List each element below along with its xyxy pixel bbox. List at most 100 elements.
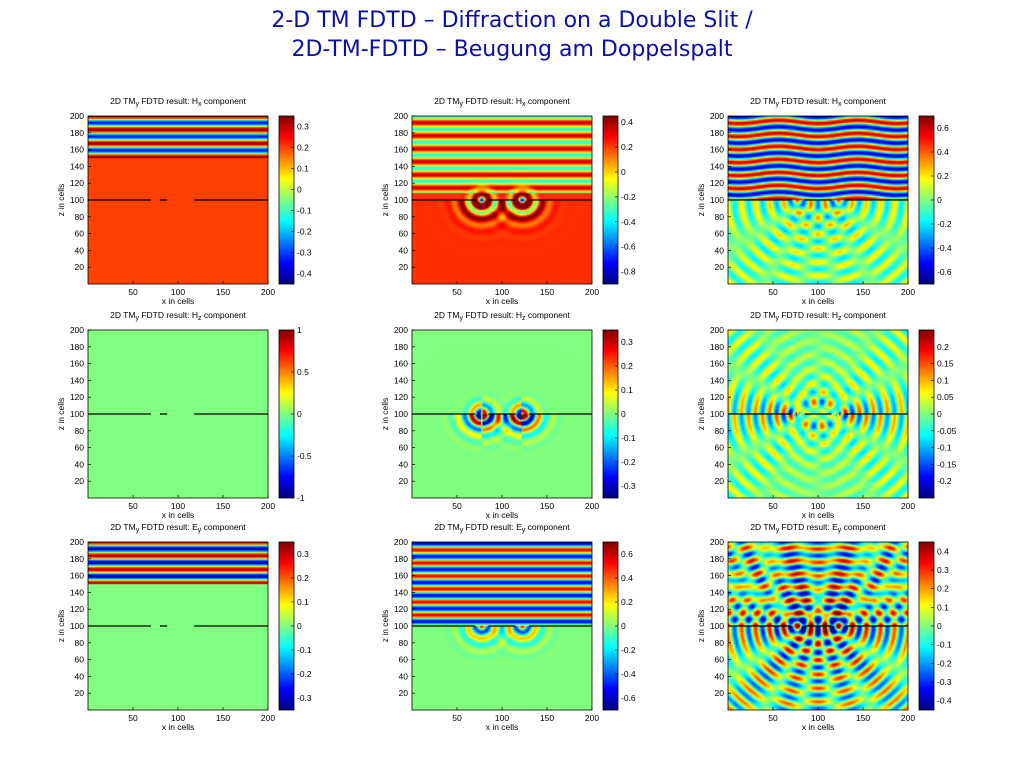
- plot-r2c2-y-tick-label: 180: [394, 342, 408, 352]
- plot-r1c1-y-tick-label: 40: [75, 245, 85, 255]
- plot-r2c1-title: 2D TMy FDTD result: Hz component: [110, 310, 246, 322]
- plot-r2c3-x-tick-label: 200: [901, 501, 915, 511]
- plot-r3c3-y-tick-label: 120: [710, 604, 724, 614]
- plot-r3c3-x-label: x in cells: [802, 722, 835, 732]
- plot-r2c1-y-tick-label: 100: [70, 409, 84, 419]
- plot-r2c3-y-tick-label: 140: [710, 375, 724, 385]
- plot-r2c2-y-tick-label: 40: [399, 459, 409, 469]
- plot-r1c2-x-tick-label: 100: [495, 287, 509, 297]
- plot-r3c1-y-tick-label: 180: [70, 554, 84, 564]
- plot-r2c3-colorbar-label: -0.1: [937, 443, 952, 453]
- plot-r2c2-x-tick-label: 150: [540, 501, 554, 511]
- plot-r1c1-colorbar-label: -0.4: [297, 269, 312, 279]
- plot-r1c3-y-tick-label: 160: [710, 145, 724, 155]
- plot-r3c3-colorbar-label: 0.4: [937, 546, 949, 556]
- plot-r2c1-y-tick-label: 80: [75, 426, 85, 436]
- plot-r1c3-x-tick-label: 150: [856, 287, 870, 297]
- slide-title-line-1: 2-D TM FDTD – Diffraction on a Double Sl…: [271, 8, 753, 33]
- plot-r3c2-y-tick-label: 200: [394, 537, 408, 547]
- plot-r2c1-colorbar-label: -1: [297, 493, 305, 503]
- plot-r2c3-colorbar-label: -0.05: [937, 426, 957, 436]
- slide-title-line-2: 2D-TM-FDTD – Beugung am Doppelspalt: [291, 37, 733, 62]
- plot-r3c3-title: 2D TMy FDTD result: Ey component: [750, 522, 886, 534]
- plot-r3c2-colorbar-label: 0: [621, 621, 626, 631]
- plot-r3c3-y-tick-label: 100: [710, 621, 724, 631]
- plot-r3c1-y-tick-label: 40: [75, 671, 85, 681]
- plot-r3c3-colorbar-label: -0.3: [937, 677, 952, 687]
- plot-r3c2-colorbar-label: 0.2: [621, 597, 633, 607]
- plot-r1c3-colorbar-label: 0.2: [937, 171, 949, 181]
- plot-r1c2-y-label: z in cells: [380, 184, 390, 217]
- plot-r2c3-y-label: z in cells: [696, 398, 706, 431]
- plot-r1c3-x-tick-label: 100: [811, 287, 825, 297]
- plot-r1c1-colorbar-label: -0.1: [297, 206, 312, 216]
- plot-r1c2-y-tick-label: 120: [394, 178, 408, 188]
- plot-r3c1-x-tick-label: 100: [171, 713, 185, 723]
- plot-r1c1-colorbar-label: 0: [297, 185, 302, 195]
- plot-r1c3-title: 2D TMy FDTD result: Hx component: [750, 96, 886, 108]
- plot-r2c2-x-label: x in cells: [486, 510, 519, 520]
- plot-r1c2-y-tick-label: 140: [394, 161, 408, 171]
- plot-r1c1-x-tick-label: 200: [261, 287, 275, 297]
- plot-r3c1-colorbar-label: -0.3: [297, 693, 312, 703]
- plot-r2c3-colorbar-label: -0.2: [937, 476, 952, 486]
- plot-r2c2-colorbar-label: 0: [621, 409, 626, 419]
- plot-r3c3-y-tick-label: 40: [715, 671, 725, 681]
- plot-r1c1-x-tick-label: 50: [128, 287, 138, 297]
- plot-r1c3-colorbar-label: -0.6: [937, 267, 952, 277]
- plot-r2c3-x-tick-label: 150: [856, 501, 870, 511]
- plot-r2c2-colorbar-label: 0.3: [621, 337, 633, 347]
- plot-r3c3-y-tick-label: 200: [710, 537, 724, 547]
- plot-r1c2-colorbar-label: 0.4: [621, 117, 633, 127]
- plot-r3c1-y-tick-label: 60: [75, 655, 85, 665]
- plot-r1c1-colorbar-label: 0.3: [297, 122, 309, 132]
- plot-r1c1-y-tick-label: 140: [70, 161, 84, 171]
- plot-r2c2-colorbar-label: 0.2: [621, 361, 633, 371]
- plot-r1c1-title: 2D TMy FDTD result: Hx component: [110, 96, 246, 108]
- plot-r3c3-y-tick-label: 20: [715, 688, 725, 698]
- plot-r3c3-y-label: z in cells: [696, 610, 706, 643]
- plot-r2c3-y-tick-label: 40: [715, 459, 725, 469]
- plot-r1c3-colorbar-label: -0.4: [937, 243, 952, 253]
- plot-r2c1-y-tick-label: 160: [70, 359, 84, 369]
- plot-r2c3-x-tick-label: 50: [768, 501, 778, 511]
- plot-r2c3-y-tick-label: 20: [715, 476, 725, 486]
- plot-r2c1-colorbar-label: -0.5: [297, 451, 312, 461]
- plot-r1c1-x-tick-label: 150: [216, 287, 230, 297]
- plot-r1c2-x-tick-label: 50: [452, 287, 462, 297]
- plot-r3c3-colorbar-label: 0.2: [937, 584, 949, 594]
- plot-r1c3-y-tick-label: 200: [710, 111, 724, 121]
- plot-r2c3-y-tick-label: 80: [715, 426, 725, 436]
- plot-r3c3-colorbar-label: 0.3: [937, 565, 949, 575]
- plot-r3c3-x-tick-label: 200: [901, 713, 915, 723]
- plot-r3c1-colorbar-label: 0.3: [297, 549, 309, 559]
- plot-r1c1-colorbar: [278, 115, 295, 285]
- plot-r3c1-y-tick-label: 20: [75, 688, 85, 698]
- plot-r2c2-x-tick-label: 100: [495, 501, 509, 511]
- plot-r2c1-x-tick-label: 50: [128, 501, 138, 511]
- plot-r2c2-y-tick-label: 160: [394, 359, 408, 369]
- plot-r3c1-x-tick-label: 200: [261, 713, 275, 723]
- plot-r1c3-y-tick-label: 100: [710, 195, 724, 205]
- plot-r2c2-x-tick-label: 50: [452, 501, 462, 511]
- plot-r1c3-x-label: x in cells: [802, 296, 835, 306]
- plot-r2c2-y-label: z in cells: [380, 398, 390, 431]
- plot-r1c1-y-tick-label: 120: [70, 178, 84, 188]
- plot-r1c3-colorbar-label: 0.4: [937, 147, 949, 157]
- plot-r1c2-y-tick-label: 200: [394, 111, 408, 121]
- plot-r2c3-colorbar-label: -0.15: [937, 459, 957, 469]
- plot-r2c2-y-tick-label: 100: [394, 409, 408, 419]
- plot-r3c2-colorbar-label: -0.6: [621, 693, 636, 703]
- plot-r2c1-x-tick-label: 100: [171, 501, 185, 511]
- plot-r3c1-y-tick-label: 140: [70, 587, 84, 597]
- plot-r1c1-y-label: z in cells: [56, 184, 66, 217]
- plot-r2c1-x-tick-label: 200: [261, 501, 275, 511]
- plot-r3c3-y-tick-label: 180: [710, 554, 724, 564]
- plot-r2c2-y-tick-label: 80: [399, 426, 409, 436]
- plot-r1c2-y-tick-label: 180: [394, 128, 408, 138]
- plot-r2c1-x-label: x in cells: [162, 510, 195, 520]
- plot-r3c2-y-tick-label: 80: [399, 638, 409, 648]
- plot-r2c3-colorbar-label: 0: [937, 409, 942, 419]
- plot-r3c2-y-tick-label: 180: [394, 554, 408, 564]
